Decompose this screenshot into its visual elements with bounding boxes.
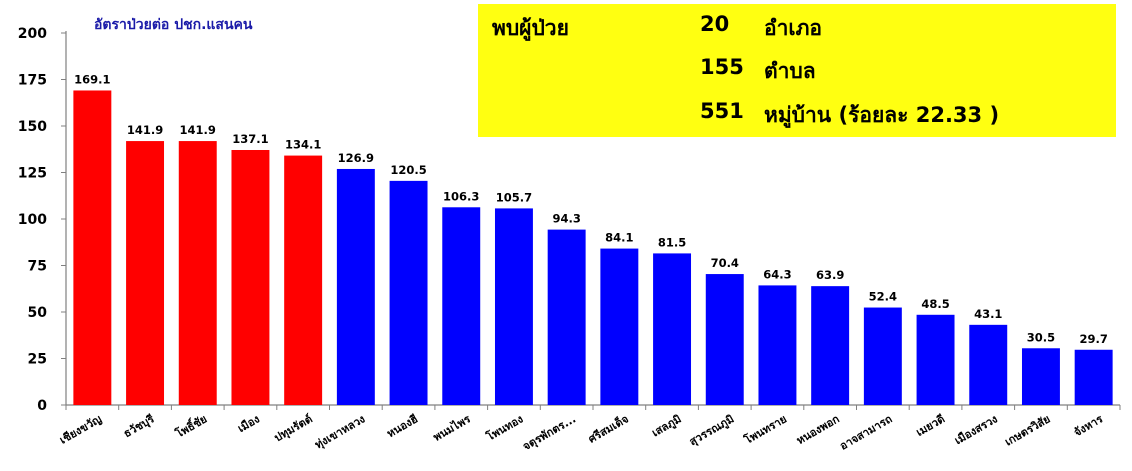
x-tick-label: พนมไพร: [430, 411, 472, 444]
bar: [442, 207, 481, 405]
bar: [863, 307, 902, 405]
bars: [73, 90, 1113, 406]
bar: [758, 285, 797, 405]
y-tick-label: 50: [28, 305, 48, 321]
bar: [126, 141, 165, 406]
data-labels: 169.1 141.9 141.9 137.1 134.1 126.9 120.5 106.3…: [74, 72, 1108, 345]
bar: [705, 274, 744, 405]
data-label: 52.4: [869, 290, 897, 304]
x-tick-label: หนองพอก: [794, 412, 842, 447]
bar: [336, 168, 375, 405]
data-label: 84.1: [605, 231, 633, 245]
y-tick-label: 75: [28, 259, 47, 275]
x-tick-label: จตุรพักตร...: [521, 412, 579, 454]
data-label: 30.5: [1027, 330, 1055, 344]
x-tick-label: โพนทอง: [483, 411, 525, 444]
bar: [653, 253, 692, 405]
bar: [284, 155, 323, 405]
x-tick-label: เมือง: [236, 412, 262, 435]
data-label: 141.9: [127, 123, 163, 137]
chart-title: อัตราป่วยต่อ ปชก.แสนคน: [94, 17, 253, 33]
x-tick-label: สุวรรณภูมิ: [687, 412, 737, 449]
data-label: 48.5: [921, 297, 949, 311]
data-label: 81.5: [658, 235, 686, 249]
village-count: 551: [700, 99, 744, 123]
data-label: 29.7: [1079, 332, 1107, 346]
x-tick-label: เกษตรวิสัย: [1003, 412, 1053, 448]
data-label: 63.9: [816, 268, 844, 282]
data-label: 137.1: [232, 132, 268, 146]
data-label: 120.5: [390, 163, 426, 177]
x-tick-label: เมยวดี: [914, 412, 947, 439]
x-tick-label: ศรีสมเด็จ: [586, 411, 631, 445]
y-tick-label: 100: [18, 212, 47, 228]
y-axis-ticks: 0 25 50 75 100 125 150 175 200: [18, 26, 66, 414]
y-tick-label: 150: [18, 119, 47, 135]
x-tick-label: ธวัชบุรี: [121, 412, 157, 441]
x-tick-label: จังหาร: [1072, 412, 1106, 439]
subdistrict-count: 155: [700, 55, 744, 79]
bar: [494, 208, 533, 405]
district-count: 20: [700, 12, 730, 36]
x-tick-label: เสลภูมิ: [650, 412, 684, 440]
village-unit: หมู่บ้าน (ร้อยละ 22.33 ): [764, 103, 1000, 127]
x-tick-label: ปทุมรัตต์: [272, 412, 315, 445]
data-label: 106.3: [443, 189, 479, 203]
y-tick-label: 200: [18, 26, 47, 42]
y-tick-label: 25: [28, 352, 47, 368]
data-label: 141.9: [180, 123, 216, 137]
x-tick-label: เมืองสรวง: [952, 412, 999, 447]
x-tick-label: เชียงขวัญ: [57, 412, 103, 446]
y-tick-label: 175: [18, 73, 47, 89]
data-label: 94.3: [552, 212, 580, 226]
bar: [811, 286, 850, 405]
data-label: 64.3: [763, 267, 791, 281]
x-axis-labels: เชียงขวัญ ธวัชบุรี โพธิ์ชัย เมือง ปทุมรัตต์ท…: [57, 405, 1121, 454]
bar: [547, 229, 586, 405]
bar: [73, 90, 112, 405]
bar: [389, 180, 428, 405]
data-label: 126.9: [338, 151, 374, 165]
bar: [231, 149, 270, 405]
bar: [969, 324, 1008, 405]
subdistrict-unit: ตำบล: [764, 59, 816, 83]
bar: [916, 314, 955, 405]
summary-box: พบผู้ป่วย 20 อำเภอ 155 ตำบล 551 หมู่บ้าน…: [478, 4, 1116, 137]
data-label: 169.1: [74, 72, 110, 86]
bar: [178, 141, 217, 406]
bar: [1021, 348, 1060, 405]
data-label: 43.1: [974, 307, 1002, 321]
bar: [1074, 349, 1113, 405]
data-label: 105.7: [496, 190, 532, 204]
data-label: 134.1: [285, 138, 321, 152]
x-tick-label: หนองฮี: [385, 412, 421, 440]
data-label: 70.4: [711, 256, 739, 270]
bar: [600, 248, 639, 405]
x-tick-label: โพธิ์ชัย: [172, 411, 210, 441]
district-unit: อำเภอ: [764, 16, 823, 40]
x-tick-label: ทุ่งเขาหลวง: [313, 412, 368, 452]
x-tick-label: โพนทราย: [741, 411, 789, 447]
summary-heading: พบผู้ป่วย: [492, 16, 569, 40]
y-tick-label: 0: [37, 398, 47, 414]
y-tick-label: 125: [18, 166, 47, 182]
x-tick-label: อาจสามารถ: [838, 412, 895, 452]
